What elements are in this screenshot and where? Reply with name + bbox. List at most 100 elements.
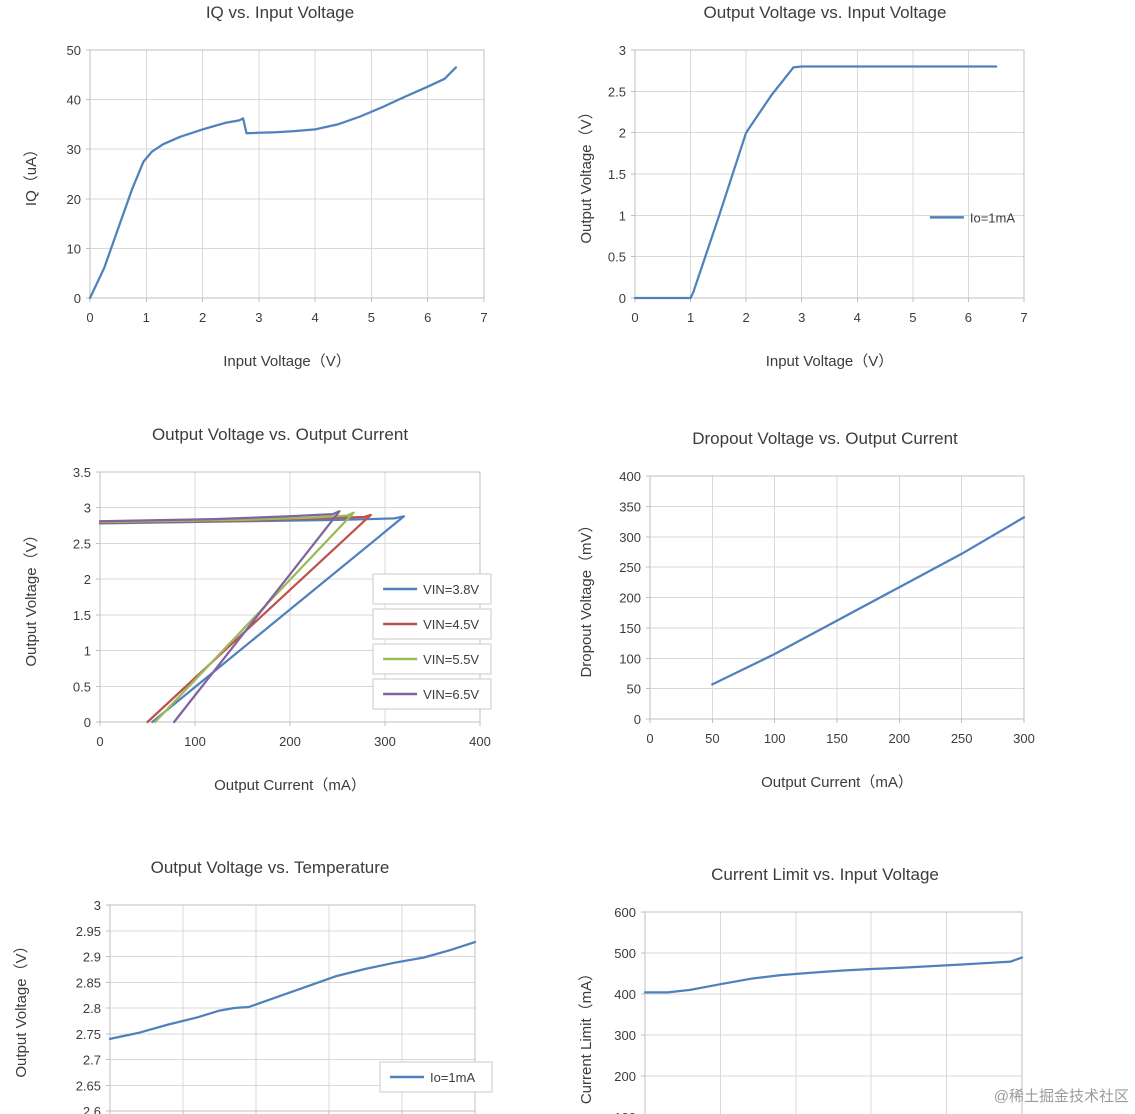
- svg-text:0: 0: [634, 712, 641, 727]
- svg-text:3: 3: [94, 898, 101, 913]
- svg-text:1: 1: [84, 644, 91, 659]
- svg-text:3: 3: [255, 310, 262, 325]
- svg-text:Output Voltage vs. Temperature: Output Voltage vs. Temperature: [151, 858, 390, 877]
- svg-text:100: 100: [764, 731, 786, 746]
- svg-text:IQ（uA）: IQ（uA）: [23, 142, 40, 206]
- svg-text:100: 100: [619, 651, 641, 666]
- svg-text:Current Limit（mA）: Current Limit（mA）: [578, 966, 595, 1104]
- svg-text:7: 7: [480, 310, 487, 325]
- svg-text:0: 0: [74, 291, 81, 306]
- svg-text:150: 150: [619, 621, 641, 636]
- svg-text:1.5: 1.5: [608, 167, 626, 182]
- svg-text:250: 250: [619, 560, 641, 575]
- svg-text:VIN=5.5V: VIN=5.5V: [423, 652, 479, 667]
- svg-text:VIN=6.5V: VIN=6.5V: [423, 687, 479, 702]
- svg-text:2: 2: [743, 310, 750, 325]
- svg-text:20: 20: [67, 192, 81, 207]
- svg-text:0.5: 0.5: [73, 679, 91, 694]
- chart-canvas: 0 100 200 300 400 0 0.5 1 1.5 2 2.5 3 3.5 Output Volt…: [23, 425, 492, 794]
- svg-text:200: 200: [279, 734, 301, 749]
- svg-text:300: 300: [619, 530, 641, 545]
- watermark: @稀土掘金技术社区: [993, 1088, 1129, 1105]
- chart-iq-vs-input-voltage: 0 1 2 3 4 5 6 7 0 10 20 30 40 50 IQ vs. Input Voltage I…: [20, 0, 540, 390]
- svg-text:0: 0: [84, 715, 91, 730]
- svg-text:2: 2: [619, 126, 626, 141]
- svg-text:400: 400: [614, 987, 636, 1002]
- chart-canvas: 00.20.40.60.810100200300400500600Current…: [578, 865, 1024, 1114]
- svg-text:Output Voltage（V）: Output Voltage（V）: [578, 104, 595, 243]
- svg-text:Input Voltage（V）: Input Voltage（V）: [223, 353, 351, 370]
- svg-text:50: 50: [627, 682, 641, 697]
- svg-text:30: 30: [67, 142, 81, 157]
- svg-text:Io=1mA: Io=1mA: [970, 210, 1015, 225]
- svg-text:6: 6: [424, 310, 431, 325]
- svg-text:5: 5: [909, 310, 916, 325]
- svg-text:10: 10: [67, 241, 81, 256]
- svg-text:Output Voltage vs. Input Volta: Output Voltage vs. Input Voltage: [704, 3, 947, 22]
- svg-text:200: 200: [888, 731, 910, 746]
- svg-text:VIN=4.5V: VIN=4.5V: [423, 617, 479, 632]
- svg-text:2.65: 2.65: [76, 1078, 101, 1093]
- svg-text:2.5: 2.5: [608, 84, 626, 99]
- svg-text:50: 50: [705, 731, 719, 746]
- svg-text:1: 1: [143, 310, 150, 325]
- svg-text:150: 150: [826, 731, 848, 746]
- svg-text:IQ vs. Input Voltage: IQ vs. Input Voltage: [206, 3, 354, 22]
- svg-text:50: 50: [67, 43, 81, 58]
- svg-text:2.9: 2.9: [83, 950, 101, 965]
- svg-text:Io=1mA: Io=1mA: [430, 1070, 475, 1085]
- svg-text:2.95: 2.95: [76, 924, 101, 939]
- svg-text:Current Limit vs. Input Voltag: Current Limit vs. Input Voltage: [711, 865, 939, 884]
- svg-text:350: 350: [619, 499, 641, 514]
- svg-text:Output Voltage vs. Output Curr: Output Voltage vs. Output Current: [152, 425, 408, 444]
- svg-text:2.85: 2.85: [76, 975, 101, 990]
- svg-text:6: 6: [965, 310, 972, 325]
- svg-text:Output Current（mA）: Output Current（mA）: [214, 777, 366, 794]
- svg-text:250: 250: [951, 731, 973, 746]
- svg-text:0.5: 0.5: [608, 250, 626, 265]
- svg-text:40: 40: [67, 93, 81, 108]
- svg-text:2.5: 2.5: [73, 536, 91, 551]
- svg-text:2.8: 2.8: [83, 1001, 101, 1016]
- svg-text:600: 600: [614, 905, 636, 920]
- svg-text:3: 3: [619, 43, 626, 58]
- svg-text:3: 3: [798, 310, 805, 325]
- chart-current-limit-vs-input-voltage: 00.20.40.60.810100200300400500600Current…: [575, 852, 1075, 1114]
- svg-text:4: 4: [854, 310, 861, 325]
- svg-text:100: 100: [614, 1110, 636, 1114]
- svg-text:0: 0: [646, 731, 653, 746]
- svg-text:100: 100: [184, 734, 206, 749]
- svg-text:1: 1: [687, 310, 694, 325]
- svg-text:300: 300: [614, 1028, 636, 1043]
- chart-canvas: 00.20.40.60.812.62.652.72.752.82.852.92.…: [13, 858, 493, 1114]
- svg-text:2.7: 2.7: [83, 1053, 101, 1068]
- chart-output-voltage-vs-temperature: 00.20.40.60.812.62.652.72.752.82.852.92.…: [10, 845, 530, 1114]
- chart-canvas: 0 1 2 3 4 5 6 7 0 10 20 30 40 50 IQ vs. Input Voltage I…: [23, 3, 488, 370]
- svg-text:2: 2: [84, 572, 91, 587]
- svg-text:300: 300: [1013, 731, 1035, 746]
- svg-text:2.75: 2.75: [76, 1027, 101, 1042]
- svg-text:400: 400: [619, 469, 641, 484]
- chart-output-voltage-vs-input-voltage: 0 1 2 3 4 5 6 7 0 0.5 1 1.5 2 2.5 3 Output Voltage vs. …: [575, 0, 1075, 390]
- svg-text:Output Current（mA）: Output Current（mA）: [761, 774, 913, 791]
- svg-text:5: 5: [368, 310, 375, 325]
- chart-canvas: 0 50 100 150 200 250 300 0 50 100 150 200 250 300 350 4…: [578, 429, 1035, 791]
- chart-output-voltage-vs-output-current: 0 100 200 300 400 0 0.5 1 1.5 2 2.5 3 3.5 Output Volt…: [20, 415, 540, 815]
- svg-text:0: 0: [631, 310, 638, 325]
- svg-text:300: 300: [374, 734, 396, 749]
- svg-text:2: 2: [199, 310, 206, 325]
- svg-text:4: 4: [312, 310, 319, 325]
- svg-text:Output Voltage（V）: Output Voltage（V）: [23, 527, 40, 666]
- svg-text:Input Voltage（V）: Input Voltage（V）: [766, 353, 894, 370]
- svg-text:200: 200: [619, 591, 641, 606]
- svg-text:0: 0: [96, 734, 103, 749]
- svg-text:3.5: 3.5: [73, 465, 91, 480]
- svg-text:500: 500: [614, 946, 636, 961]
- svg-text:1.5: 1.5: [73, 608, 91, 623]
- svg-text:2.6: 2.6: [83, 1104, 101, 1114]
- svg-text:Output Voltage（V）: Output Voltage（V）: [13, 938, 30, 1077]
- svg-text:3: 3: [84, 501, 91, 516]
- svg-text:400: 400: [469, 734, 491, 749]
- chart-canvas: 0 1 2 3 4 5 6 7 0 0.5 1 1.5 2 2.5 3 Output Voltage vs. …: [578, 3, 1028, 370]
